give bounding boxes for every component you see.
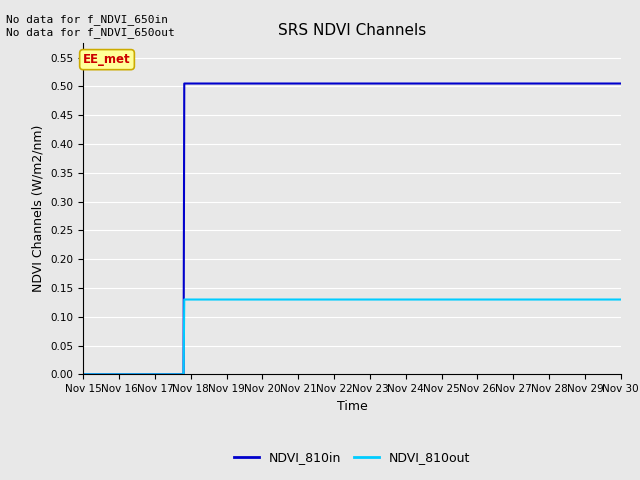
Text: No data for f_NDVI_650in
No data for f_NDVI_650out: No data for f_NDVI_650in No data for f_N… bbox=[6, 14, 175, 38]
Title: SRS NDVI Channels: SRS NDVI Channels bbox=[278, 23, 426, 38]
Y-axis label: NDVI Channels (W/m2/nm): NDVI Channels (W/m2/nm) bbox=[32, 125, 45, 292]
X-axis label: Time: Time bbox=[337, 400, 367, 413]
Legend: NDVI_810in, NDVI_810out: NDVI_810in, NDVI_810out bbox=[229, 446, 475, 469]
Text: EE_met: EE_met bbox=[83, 53, 131, 66]
